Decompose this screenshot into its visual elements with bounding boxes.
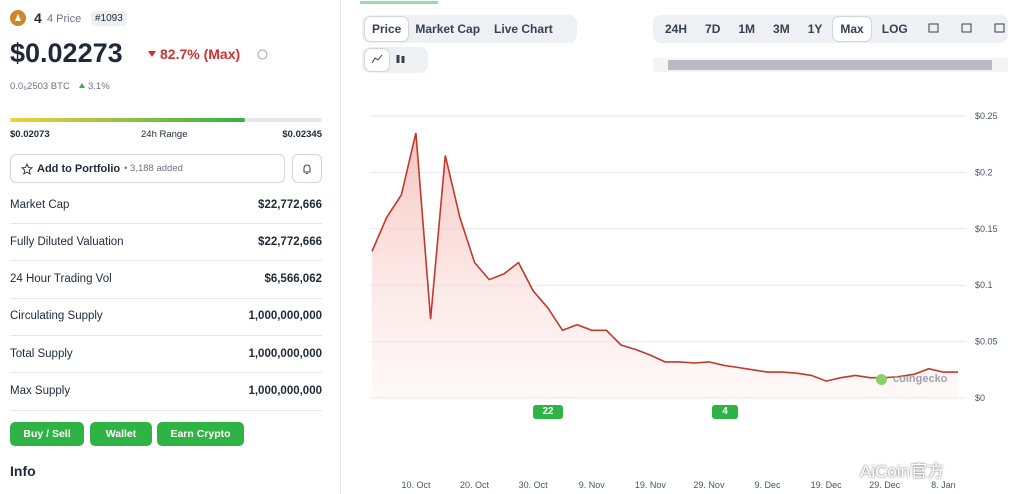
cal-icon (928, 23, 939, 33)
price-area (372, 132, 958, 398)
rank-badge: #1093 (91, 11, 127, 26)
y-tick-label: $0.2 (975, 167, 993, 177)
range-tab[interactable]: 24H (665, 22, 688, 36)
range-tabs: 24H 7D 1M 3M 1Y Max LOG (653, 15, 1008, 43)
stat-row: Fully Diluted Valuation $22,772,666 (10, 223, 322, 262)
stat-value: $6,566,062 (264, 273, 322, 286)
range-fill (10, 118, 245, 122)
full-icon (994, 23, 1005, 33)
range-tab[interactable]: Max (833, 17, 871, 41)
stat-row: 24 Hour Trading Vol $6,566,062 (10, 261, 322, 299)
range-tab[interactable]: 7D (705, 22, 721, 36)
candle-icon (396, 55, 405, 63)
price: $0.02273 (10, 38, 123, 68)
y-tick-label: $0.15 (975, 224, 998, 234)
down-arrow (148, 51, 156, 57)
y-tick-label: $0 (975, 393, 985, 403)
range-tab[interactable]: 1Y (807, 22, 823, 36)
dl-button[interactable] (954, 17, 979, 41)
action-button[interactable]: Buy / Sell (10, 422, 84, 446)
action-button[interactable]: Wallet (90, 422, 152, 446)
line-chart-toggle[interactable] (365, 49, 389, 71)
stat-label: Market Cap (10, 198, 70, 211)
chart-tab[interactable]: Price (365, 17, 409, 41)
bell-icon (303, 164, 311, 174)
x-tick-label: 10. Oct (401, 480, 431, 490)
x-tick-label: 8. Jan (931, 480, 956, 490)
range-low: $0.02073 (10, 129, 50, 140)
portfolio-label: Add to Portfolio (37, 162, 121, 175)
x-tick-label: 9. Nov (579, 480, 606, 490)
action-button[interactable]: Earn Crypto (157, 422, 244, 446)
info-heading: Info (10, 463, 36, 479)
stat-value: $22,772,666 (258, 198, 322, 211)
event-badge[interactable]: 22 (533, 405, 563, 419)
range-high: $0.02345 (282, 129, 322, 140)
range-tab[interactable]: LOG (881, 22, 908, 36)
stat-row: Market Cap $22,772,666 (10, 186, 322, 224)
price-line (371, 132, 958, 382)
coin-logo (10, 10, 26, 26)
stat-row: Max Supply 1,000,000,000 (10, 373, 322, 411)
range-label: 24h Range (141, 129, 188, 140)
dl-icon (961, 23, 972, 33)
y-tick-label: $0.05 (975, 337, 998, 347)
chart-tab[interactable]: Market Cap (415, 22, 481, 36)
star-icon (21, 162, 33, 175)
stat-label: Total Supply (10, 347, 73, 360)
scrollbar-thumb[interactable] (668, 60, 992, 70)
coin-name: 4 Price (47, 13, 82, 25)
portfolio-added: • 3,188 added (124, 163, 183, 174)
divider (340, 0, 341, 494)
cal-button[interactable] (921, 17, 946, 41)
x-tick-label: 20. Oct (460, 480, 490, 490)
full-button[interactable] (987, 17, 1012, 41)
x-tick-label: 29. Dec (869, 480, 901, 490)
stat-value: 1,000,000,000 (248, 385, 322, 397)
up-arrow (79, 83, 85, 88)
watermark: coingecko (893, 373, 948, 385)
btc-change: 3.1% (88, 81, 110, 92)
stat-label: Max Supply (10, 385, 71, 397)
x-tick-label: 19. Nov (635, 480, 667, 490)
scroll-indicator (360, 1, 438, 4)
watermark-logo (876, 374, 887, 385)
stat-value: 1,000,000,000 (248, 310, 322, 323)
add-portfolio-button[interactable]: Add to Portfolio • 3,188 added (10, 154, 285, 183)
event-badge[interactable]: 4 (712, 405, 738, 419)
chart-tabs: Price Market Cap Live Chart (362, 15, 577, 43)
price-change: 82.7% (Max) (160, 46, 241, 62)
line-icon (371, 54, 383, 64)
stat-value: $22,772,666 (258, 235, 322, 248)
stat-row: Circulating Supply 1,000,000,000 (10, 298, 322, 336)
y-tick-label: $0.25 (975, 111, 998, 121)
stat-label: Fully Diluted Valuation (10, 235, 124, 248)
coin-symbol: 4 (34, 10, 42, 26)
x-tick-label: 30. Oct (519, 480, 549, 490)
candle-chart-toggle[interactable] (389, 49, 413, 71)
range-tab[interactable]: 1M (738, 22, 756, 36)
stat-row: Total Supply 1,000,000,000 (10, 335, 322, 374)
x-tick-label: 19. Dec (811, 480, 843, 490)
btc-price: 0.0₆2503 BTC (10, 81, 70, 92)
x-tick-label: 9. Dec (755, 480, 782, 490)
chart-tab[interactable]: Live Chart (494, 22, 553, 36)
stat-value: 1,000,000,000 (248, 347, 322, 360)
alert-button[interactable] (292, 154, 322, 183)
info-icon (257, 49, 268, 60)
corner-watermark: AiCoin官方 (860, 462, 945, 481)
stat-label: 24 Hour Trading Vol (10, 273, 112, 286)
stat-label: Circulating Supply (10, 310, 103, 323)
y-tick-label: $0.1 (975, 280, 993, 290)
chart-style-tabs (362, 47, 428, 73)
range-tab[interactable]: 3M (773, 22, 790, 36)
x-tick-label: 29. Nov (693, 480, 725, 490)
